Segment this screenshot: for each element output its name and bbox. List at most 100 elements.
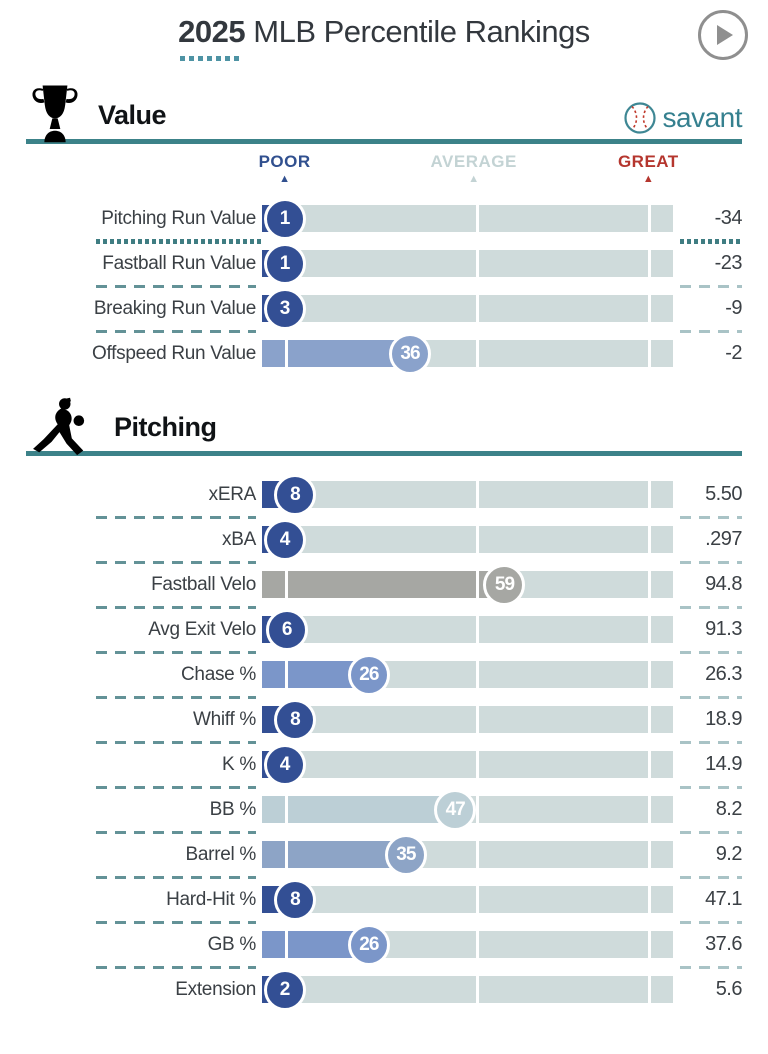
- percentile-row[interactable]: K % 4 14.9: [26, 743, 743, 786]
- percentile-bubble: 8: [273, 878, 316, 921]
- row-separator: [26, 695, 742, 699]
- bar-tick-gap: [475, 481, 479, 508]
- metric-label: Chase %: [181, 663, 256, 685]
- metric-label: Avg Exit Velo: [148, 618, 256, 640]
- bar-tick-gap: [648, 340, 652, 367]
- metric-label: Whiff %: [192, 708, 256, 730]
- title-year: 2025: [178, 14, 246, 49]
- bar-tick-gap: [284, 661, 288, 688]
- percentile-bubble: 1: [263, 242, 306, 285]
- percentile-legend: POOR ▲ AVERAGE ▲ GREAT ▲: [259, 152, 679, 194]
- savant-logo[interactable]: savant: [623, 101, 743, 135]
- separator-dash-left: [96, 920, 256, 924]
- separator-dash-right: [680, 650, 742, 654]
- bar-tick-gap: [648, 526, 652, 553]
- separator-dash-right: [680, 785, 742, 789]
- bar-tick-gap: [284, 931, 288, 958]
- metric-value: 26.3: [705, 663, 742, 685]
- percentile-row[interactable]: Breaking Run Value 3 -9: [26, 287, 743, 330]
- play-icon: [717, 25, 733, 45]
- percentile-row[interactable]: Whiff % 8 18.9: [26, 698, 743, 741]
- metric-value: 8.2: [715, 798, 743, 820]
- bar-tick-gap: [284, 796, 288, 823]
- percentile-row[interactable]: Fastball Velo 59 94.8: [26, 563, 743, 606]
- percentile-row[interactable]: Extension 2 5.6: [26, 968, 743, 1011]
- percentile-bar: 26: [262, 923, 673, 966]
- percentile-row[interactable]: Chase % 26 26.3: [26, 653, 743, 696]
- percentile-bubble: 1: [263, 197, 306, 240]
- metric-label: Pitching Run Value: [101, 207, 256, 229]
- metric-label: xBA: [222, 528, 256, 550]
- bar-tick-gap: [475, 886, 479, 913]
- bar-track: [262, 250, 673, 277]
- separator-dash-left: [96, 830, 256, 834]
- separator-dash-right: [680, 284, 742, 288]
- separator-dash-left: [96, 875, 256, 879]
- percentile-row[interactable]: GB % 26 37.6: [26, 923, 743, 966]
- separator-dash-right: [680, 515, 742, 519]
- row-separator: [26, 284, 742, 288]
- bar-tick-gap: [648, 976, 652, 1003]
- bar-tick-gap: [648, 295, 652, 322]
- percentile-bar: 1: [262, 242, 673, 285]
- play-button[interactable]: [698, 10, 748, 60]
- row-separator: [26, 920, 742, 924]
- percentile-row[interactable]: Hard-Hit % 8 47.1: [26, 878, 743, 921]
- percentile-bubble: 26: [347, 923, 390, 966]
- metric-value: 94.8: [705, 573, 742, 595]
- separator-dash-left: [96, 785, 256, 789]
- percentile-row[interactable]: Pitching Run Value 1 -34: [26, 197, 743, 240]
- metric-value: 37.6: [705, 933, 742, 955]
- row-separator: [26, 560, 742, 564]
- separator-dash-right: [680, 920, 742, 924]
- percentile-bubble: 8: [273, 473, 316, 516]
- bar-tick-gap: [648, 796, 652, 823]
- row-separator: [26, 965, 742, 969]
- legend-great: GREAT ▲: [617, 152, 679, 185]
- bar-tick-gap: [475, 250, 479, 277]
- separator-dash-right: [680, 238, 742, 244]
- percentile-row[interactable]: Fastball Run Value 1 -23: [26, 242, 743, 285]
- metric-value: -23: [714, 252, 743, 274]
- bar-tick-gap: [648, 841, 652, 868]
- metric-value: 5.50: [705, 483, 742, 505]
- percentile-row[interactable]: xERA 8 5.50: [26, 473, 743, 516]
- percentile-row[interactable]: Barrel % 35 9.2: [26, 833, 743, 876]
- row-separator: [26, 875, 742, 879]
- percentile-row[interactable]: xBA 4 .297: [26, 518, 743, 561]
- metric-label: Barrel %: [185, 843, 257, 865]
- percentile-row[interactable]: BB % 47 8.2: [26, 788, 743, 831]
- bar-tick-gap: [475, 616, 479, 643]
- bar-track: [262, 616, 673, 643]
- page-title: 2025 MLB Percentile Rankings: [178, 14, 590, 50]
- bar-tick-gap: [475, 205, 479, 232]
- percentile-bar: 1: [262, 197, 673, 240]
- row-separator: [26, 515, 742, 519]
- percentile-rankings-page: 2025 MLB Percentile Rankings Value: [26, 10, 748, 1011]
- separator-dash-left: [96, 740, 256, 744]
- great-marker-icon: ▲: [642, 173, 654, 185]
- bar-tick-gap: [284, 571, 288, 598]
- separator-dash-right: [680, 560, 742, 564]
- metric-value: 5.6: [715, 978, 743, 1000]
- bar-tick-gap: [475, 931, 479, 958]
- bar-track: [262, 295, 673, 322]
- value-rows: Pitching Run Value 1 -34 Fastball Run Va…: [26, 197, 743, 375]
- percentile-bar: 26: [262, 653, 673, 696]
- percentile-bubble: 4: [263, 518, 306, 561]
- percentile-bar: 35: [262, 833, 673, 876]
- row-separator: [26, 329, 742, 333]
- percentile-row[interactable]: Avg Exit Velo 6 91.3: [26, 608, 743, 651]
- percentile-bar: 8: [262, 473, 673, 516]
- bar-tick-gap: [475, 340, 479, 367]
- separator-dash-right: [680, 329, 742, 333]
- percentile-bubble: 35: [384, 833, 427, 876]
- percentile-row[interactable]: Offspeed Run Value 36 -2: [26, 332, 743, 375]
- percentile-bar: 4: [262, 518, 673, 561]
- bar-tick-gap: [475, 571, 479, 598]
- savant-wordmark: savant: [662, 102, 743, 133]
- bar-tick-gap: [648, 250, 652, 277]
- bar-tick-gap: [475, 526, 479, 553]
- separator-dash-right: [680, 740, 742, 744]
- bar-fill: [262, 571, 505, 598]
